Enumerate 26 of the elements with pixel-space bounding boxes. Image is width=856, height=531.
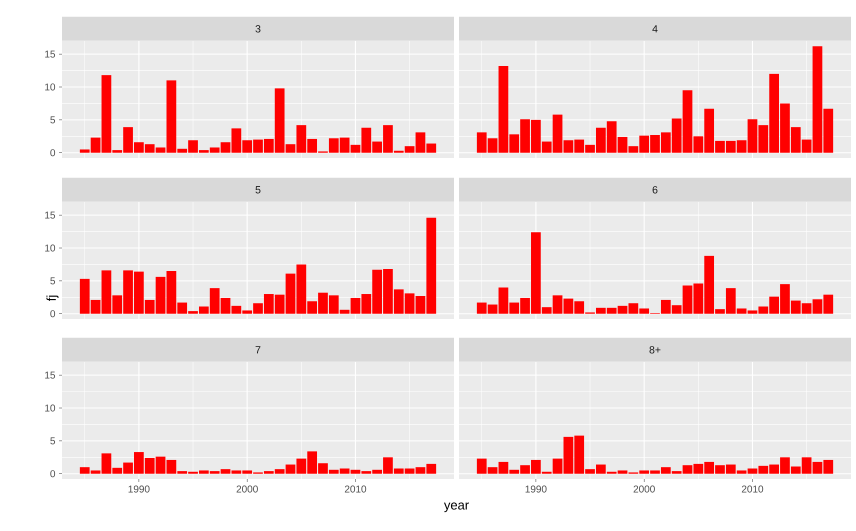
y-tick-label: 0	[50, 310, 56, 318]
y-tick-label: 5	[50, 437, 56, 444]
chart-title: 4	[652, 25, 658, 32]
x-tick-label: 2010	[742, 486, 764, 493]
y-tick-label: 15	[45, 50, 56, 58]
y-tick-label: 15	[45, 372, 56, 379]
chart-title: 8+	[649, 346, 660, 354]
chart-title: 5	[256, 186, 260, 194]
y-tick-label: 15	[45, 212, 56, 219]
y-tick-label: 0	[50, 149, 56, 156]
chart-title: 6	[652, 186, 658, 194]
x-axis-title: year	[444, 502, 469, 512]
chart-title: 3	[255, 25, 260, 33]
y-tick-label: 10	[45, 404, 56, 412]
y-tick-label: 0	[50, 470, 56, 478]
y-axis-title: fj	[46, 296, 58, 302]
x-tick-label: 1990	[526, 486, 547, 493]
y-tick-label: 10	[45, 83, 56, 91]
y-tick-label: 5	[50, 277, 56, 284]
y-tick-label: 5	[50, 116, 56, 124]
x-tick-label: 2000	[236, 486, 258, 493]
x-tick-label: 1990	[128, 486, 150, 493]
x-tick-label: 2010	[344, 486, 366, 493]
chart-title: 7	[256, 346, 260, 354]
x-tick-label: 2000	[634, 486, 655, 493]
y-tick-label: 10	[45, 244, 56, 252]
